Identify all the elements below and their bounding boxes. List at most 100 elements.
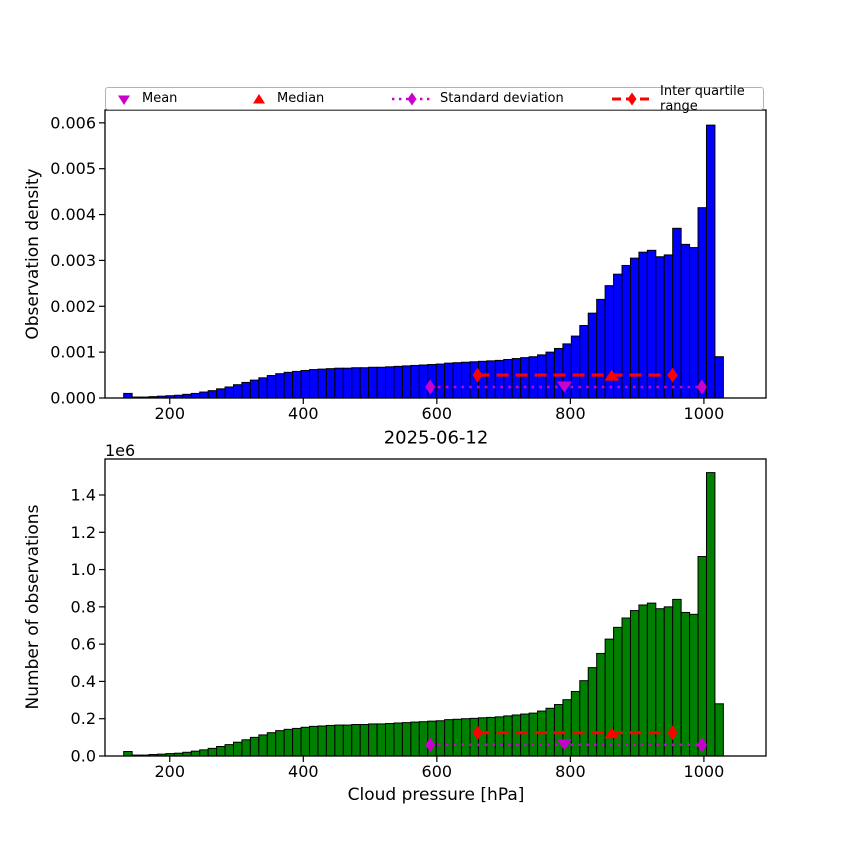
histogram-bar	[376, 723, 387, 757]
x-tick-label: 1000	[684, 762, 725, 781]
histogram-bar	[545, 707, 555, 757]
y-tick-label: 0.001	[50, 343, 96, 362]
histogram-bar	[401, 365, 412, 399]
histogram-bar	[275, 730, 285, 757]
y-tick-label: 0.003	[50, 251, 96, 270]
histogram-bar	[351, 367, 361, 399]
histogram-bar	[604, 638, 615, 757]
histogram-bar	[587, 312, 598, 399]
histogram-bar	[528, 356, 539, 399]
histogram-bar	[596, 298, 606, 399]
histogram-bar	[207, 390, 218, 399]
histogram-bar	[418, 721, 429, 757]
legend-item-mean: Mean	[112, 88, 177, 109]
histogram-bar	[486, 716, 496, 757]
histogram-bar	[292, 370, 302, 399]
histogram-bar	[216, 388, 226, 399]
histogram-bar	[689, 613, 699, 757]
histogram-bar	[241, 381, 251, 399]
histogram-bar	[334, 724, 344, 757]
histogram-bar	[359, 723, 370, 757]
histogram-bar	[621, 617, 631, 757]
histogram-bar	[283, 371, 294, 399]
y-tick-label: 0.005	[50, 159, 96, 178]
histogram-bar	[629, 257, 640, 399]
y-tick-label: 0.2	[71, 709, 96, 728]
histogram-bar	[697, 207, 707, 399]
y-tick-label: 0.8	[71, 597, 96, 616]
histogram-bar	[418, 364, 429, 399]
histogram-bar	[705, 124, 716, 399]
histogram-bar	[258, 377, 268, 399]
x-tick-label: 200	[154, 404, 185, 423]
histogram-bar	[249, 736, 260, 757]
x-tick-label: 600	[422, 762, 453, 781]
x-tick-label: 200	[154, 762, 185, 781]
histogram-bar	[207, 747, 218, 757]
histogram-bar	[680, 243, 691, 399]
histogram-bar	[190, 392, 201, 399]
histogram-bar	[689, 247, 699, 399]
histogram-bar	[596, 652, 606, 757]
histogram-bar	[553, 704, 564, 757]
plot-frame	[104, 458, 767, 757]
y-tick-label: 1.2	[71, 523, 96, 542]
std-deviation-marker-icon	[390, 91, 434, 107]
histogram-bar	[216, 745, 226, 757]
histogram-bar	[705, 472, 716, 757]
histogram-bar	[486, 360, 496, 399]
legend-label-iqr: Inter quartile range	[660, 83, 745, 114]
histogram-bar	[190, 750, 201, 757]
plot-frame	[104, 109, 767, 399]
x-tick-label: 600	[422, 404, 453, 423]
histogram-bar	[376, 366, 387, 399]
histogram-bar	[300, 726, 311, 757]
std-deviation-left-diamond	[425, 379, 436, 395]
histogram-bar	[123, 751, 133, 757]
histogram-bar	[528, 712, 539, 757]
histogram-bar	[266, 732, 277, 757]
y-tick-label: 0.4	[71, 672, 96, 691]
histogram-bar	[604, 285, 615, 399]
legend: Mean Median Standard deviation Inter qua…	[105, 84, 764, 114]
y-tick-label: 0.004	[50, 205, 96, 224]
histogram-bar	[266, 375, 277, 399]
histogram-bar	[309, 725, 319, 757]
iqr-right-diamond	[667, 725, 678, 741]
y-tick-label: 0.0	[71, 747, 96, 766]
histogram-bar	[714, 356, 724, 399]
histogram-bar	[503, 358, 513, 399]
histogram-bar	[385, 366, 395, 399]
histogram-bar	[444, 719, 454, 757]
histogram-bar	[461, 361, 471, 399]
bottom-y-axis-label: Number of observations	[23, 504, 43, 710]
legend-item-std: Standard deviation	[390, 88, 564, 109]
y-tick-label: 1.4	[71, 485, 96, 504]
legend-label-mean: Mean	[142, 91, 178, 106]
std-deviation-right-diamond	[696, 379, 707, 395]
histogram-bar	[317, 368, 327, 399]
histogram-bar	[325, 368, 336, 399]
mean-marker-icon	[112, 91, 136, 107]
histogram-bar	[224, 386, 235, 399]
median-marker	[604, 369, 620, 381]
histogram-bar	[393, 722, 403, 757]
histogram-bar	[385, 723, 395, 757]
histogram-bar	[292, 727, 302, 757]
histogram-bar	[520, 357, 530, 399]
histogram-bar	[511, 714, 522, 757]
legend-label-median: Median	[277, 91, 325, 106]
histogram-bar	[520, 713, 530, 757]
histogram-bar	[477, 360, 488, 399]
histogram-bar	[351, 723, 361, 757]
plot-title: 2025-06-12	[383, 427, 489, 449]
histogram-bar	[435, 720, 446, 757]
histogram-bar	[123, 392, 133, 399]
histogram-bar	[199, 391, 209, 399]
x-axis-label: Cloud pressure [hPa]	[347, 785, 525, 805]
y-axis-offset-label: 1e6	[105, 441, 136, 460]
top-y-axis-label: Observation density	[23, 168, 43, 340]
histogram-bar	[511, 358, 522, 399]
